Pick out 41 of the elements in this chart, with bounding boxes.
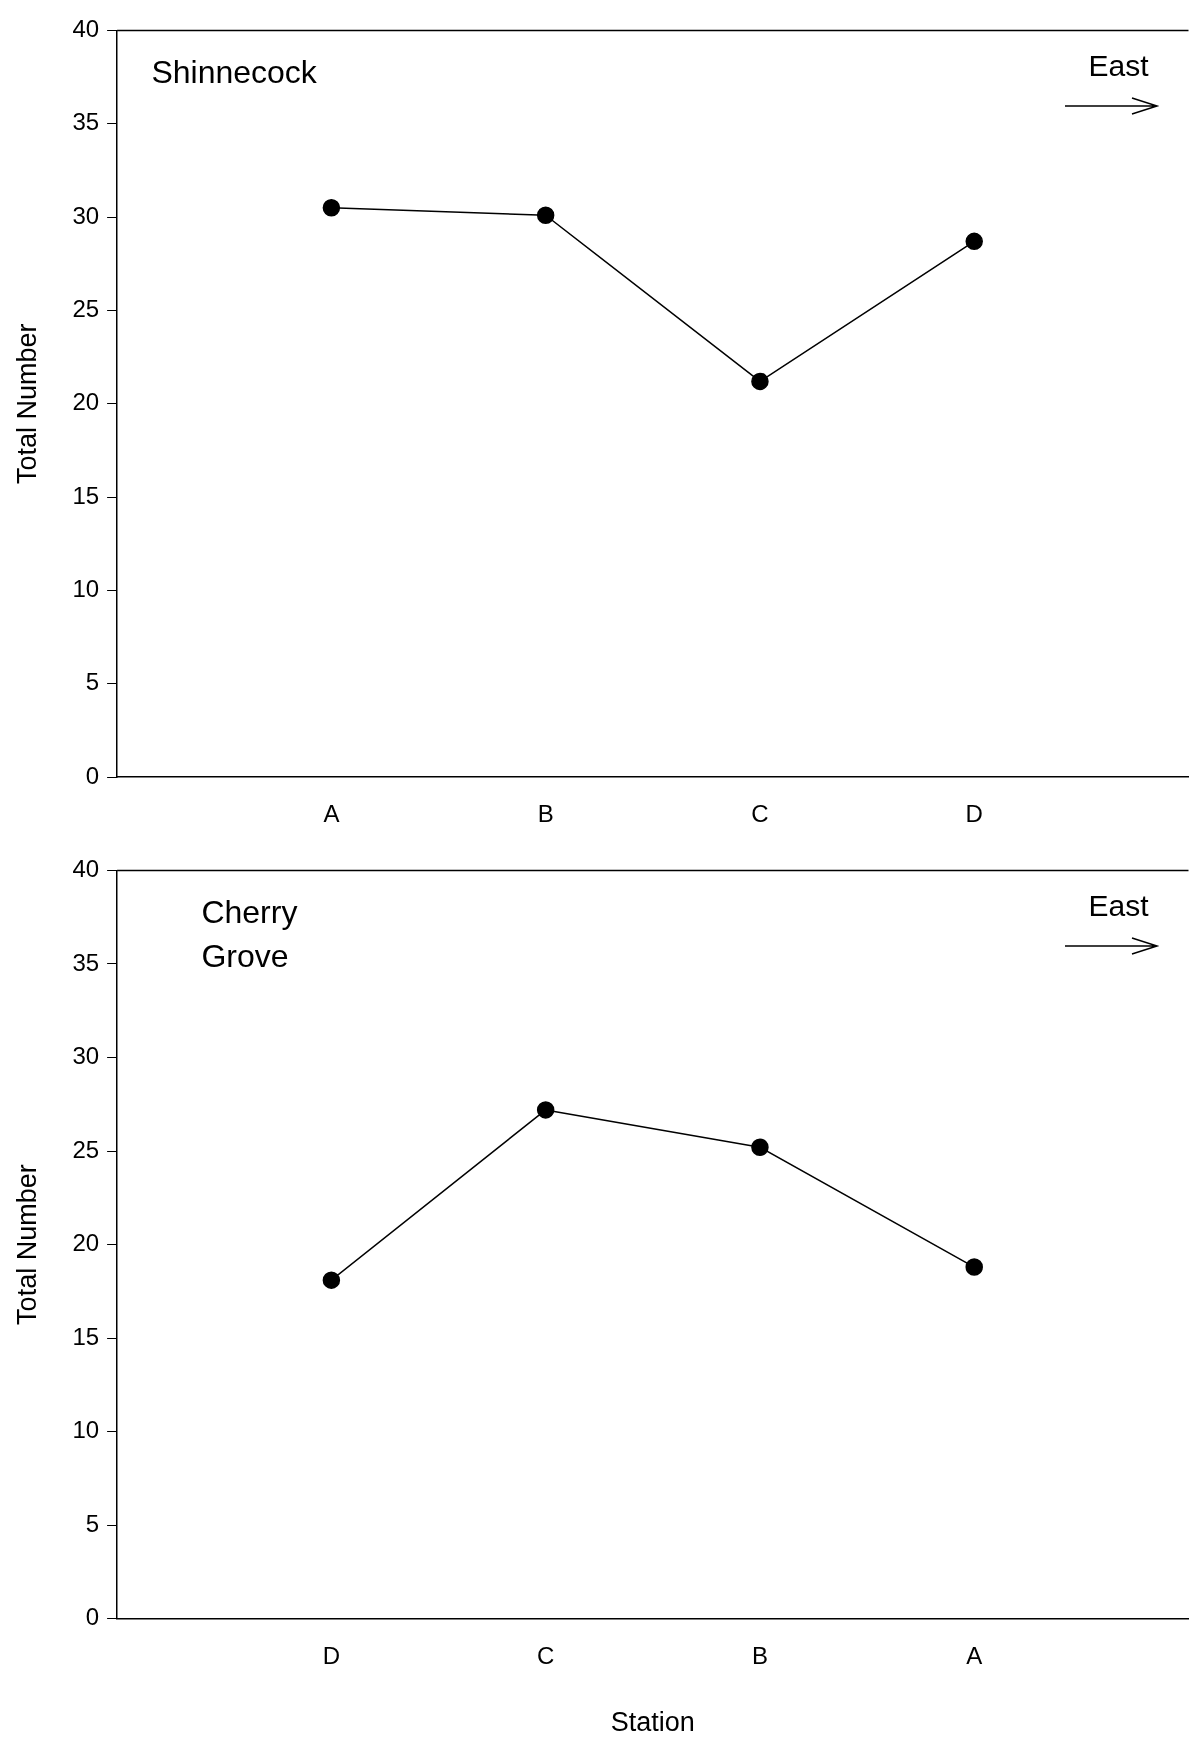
y-tick-label: 20 xyxy=(72,1229,100,1257)
x-tick-label: D xyxy=(322,1641,341,1669)
x-tick-label: A xyxy=(966,1641,983,1669)
y-tick-label: 5 xyxy=(85,1509,100,1537)
y-axis-title: Total Number xyxy=(11,323,42,485)
x-tick-label: B xyxy=(751,1641,768,1669)
point xyxy=(965,232,983,251)
y-tick-label: 30 xyxy=(72,1042,100,1070)
y-tick-label: 15 xyxy=(72,1322,100,1350)
y-tick-label: 15 xyxy=(72,481,100,509)
point xyxy=(322,199,341,217)
x-tick-label: C xyxy=(536,1641,555,1669)
text: Cherry Grove xyxy=(201,894,298,975)
x-axis-title: Station xyxy=(610,1707,695,1738)
annotation: East xyxy=(1088,888,1150,922)
point xyxy=(751,372,769,391)
y-tick-label: 35 xyxy=(72,948,100,976)
y-tick-label: 0 xyxy=(85,1603,100,1631)
y-tick-label: 40 xyxy=(72,855,100,883)
x-tick-label: C xyxy=(751,800,769,828)
point xyxy=(536,1101,555,1119)
text: Shinnecock xyxy=(151,54,318,91)
annotation: East xyxy=(1088,48,1150,82)
x-tick-label: D xyxy=(965,800,983,828)
y-axis-title: Total Number xyxy=(11,1164,42,1325)
y-tick-label: 40 xyxy=(72,15,100,43)
y-tick-label: 10 xyxy=(72,575,100,603)
point xyxy=(965,1258,983,1276)
y-tick-label: 30 xyxy=(72,201,100,229)
y-tick-label: 5 xyxy=(85,668,100,696)
x-tick-label: B xyxy=(537,800,554,828)
point xyxy=(751,1138,769,1157)
y-tick-label: 10 xyxy=(72,1416,100,1444)
y-tick-label: 20 xyxy=(72,388,100,416)
point xyxy=(322,1271,341,1289)
y-tick-label: 35 xyxy=(72,108,100,136)
y-tick-label: 0 xyxy=(85,761,100,789)
point xyxy=(536,206,555,224)
y-tick-label: 25 xyxy=(72,295,100,323)
x-tick-label: A xyxy=(323,800,340,828)
y-tick-label: 25 xyxy=(72,1135,100,1163)
